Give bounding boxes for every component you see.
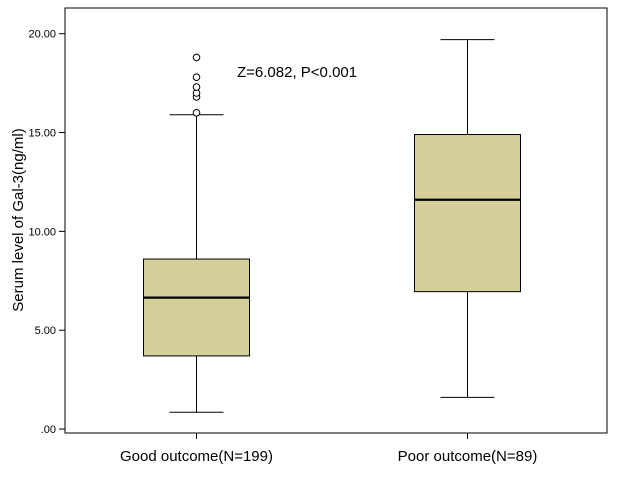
- outlier-point: [192, 53, 201, 62]
- box-group: [143, 53, 250, 413]
- iqr-box: [414, 134, 521, 293]
- outlier-point: [192, 83, 201, 91]
- y-tick-label: .00: [41, 424, 56, 436]
- box-series: [143, 39, 521, 413]
- x-axis-ticks: Good outcome(N=199) Poor outcome(N=89): [120, 433, 537, 465]
- x-category-label: Good outcome(N=199): [120, 448, 273, 465]
- x-category-label: Poor outcome(N=89): [398, 448, 538, 465]
- significance-annotation: Z=6.082, P<0.001: [237, 64, 357, 81]
- y-axis-ticks: .00 5.00 10.00 15.00 20.00: [28, 29, 65, 436]
- outlier-point: [192, 73, 201, 81]
- y-axis-title: Serum level of Gal-3(ng/ml): [10, 128, 27, 311]
- y-tick-label: 20.00: [28, 29, 56, 41]
- outlier-point: [192, 108, 201, 117]
- y-tick-label: 10.00: [28, 226, 56, 238]
- y-tick-label: 5.00: [35, 325, 56, 337]
- y-tick-label: 15.00: [28, 128, 56, 140]
- box-group: [414, 39, 521, 398]
- iqr-box: [143, 258, 250, 357]
